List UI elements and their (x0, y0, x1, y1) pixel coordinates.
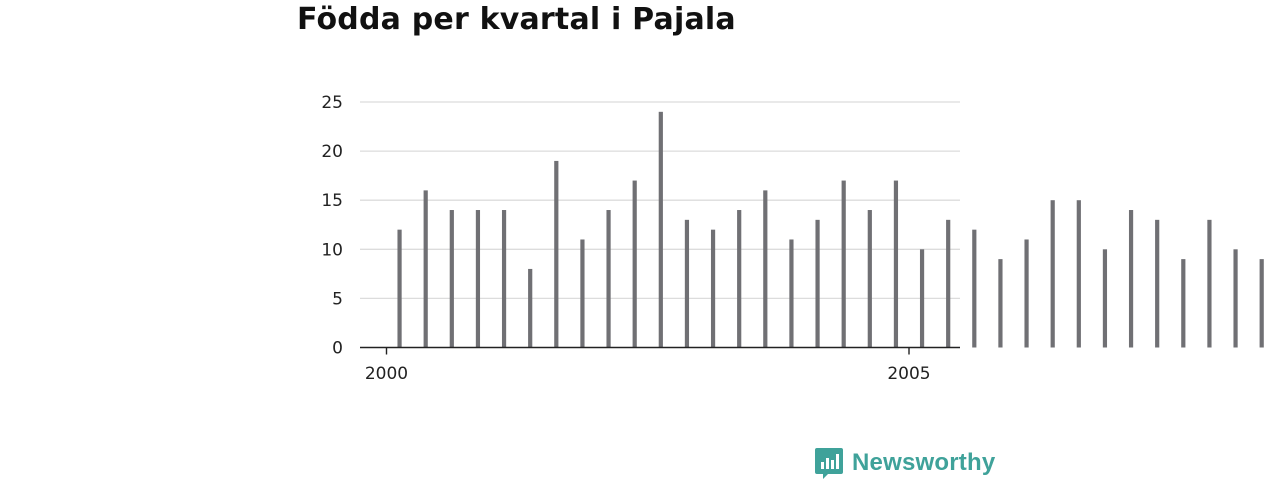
bar (449, 210, 454, 348)
y-tick-label: 20 (321, 142, 343, 162)
bars (397, 111, 1264, 348)
bar (841, 180, 846, 348)
bar (658, 111, 663, 348)
bar (1181, 259, 1186, 348)
bar (1128, 210, 1134, 348)
bar (710, 229, 716, 348)
x-tick-label: 2000 (365, 364, 408, 384)
bar (1207, 219, 1212, 348)
bar (580, 239, 585, 348)
bar (972, 229, 977, 348)
brand-name: Newsworthy (852, 449, 996, 476)
x-axis-ticks: 200020052010201520202025 (365, 347, 931, 384)
y-axis-tick-labels: 0 5 10 15 20 25 (321, 93, 343, 359)
bar (501, 210, 507, 348)
bar (475, 210, 481, 348)
bar (1233, 249, 1238, 348)
newsworthy-logo: Newsworthy (814, 446, 995, 480)
y-tick-label: 5 (332, 289, 343, 309)
bar (946, 219, 951, 348)
y-tick-label: 25 (321, 93, 343, 113)
bar (998, 259, 1003, 348)
y-tick-label: 0 (332, 339, 343, 359)
bar (1050, 200, 1055, 348)
bar (528, 268, 533, 348)
bar (397, 229, 402, 348)
bar (632, 180, 637, 348)
newsworthy-icon (815, 448, 843, 479)
bar (789, 239, 794, 348)
bar (423, 190, 428, 348)
x-tick-label: 2005 (887, 364, 930, 384)
bar (815, 219, 820, 348)
bar (867, 210, 872, 348)
bar (1076, 200, 1081, 348)
bar (684, 219, 690, 348)
y-tick-label: 15 (321, 191, 343, 211)
bar (606, 210, 611, 348)
bar (1155, 219, 1160, 348)
bar (1259, 259, 1264, 348)
bar (763, 190, 768, 348)
y-tick-label: 10 (321, 240, 343, 260)
bar (554, 160, 559, 348)
bar (893, 180, 899, 348)
bar (737, 210, 742, 348)
chart-title: Födda per kvartal i Pajala (297, 2, 736, 37)
bar (919, 249, 925, 348)
bar (1102, 249, 1108, 348)
bar (1024, 239, 1029, 348)
